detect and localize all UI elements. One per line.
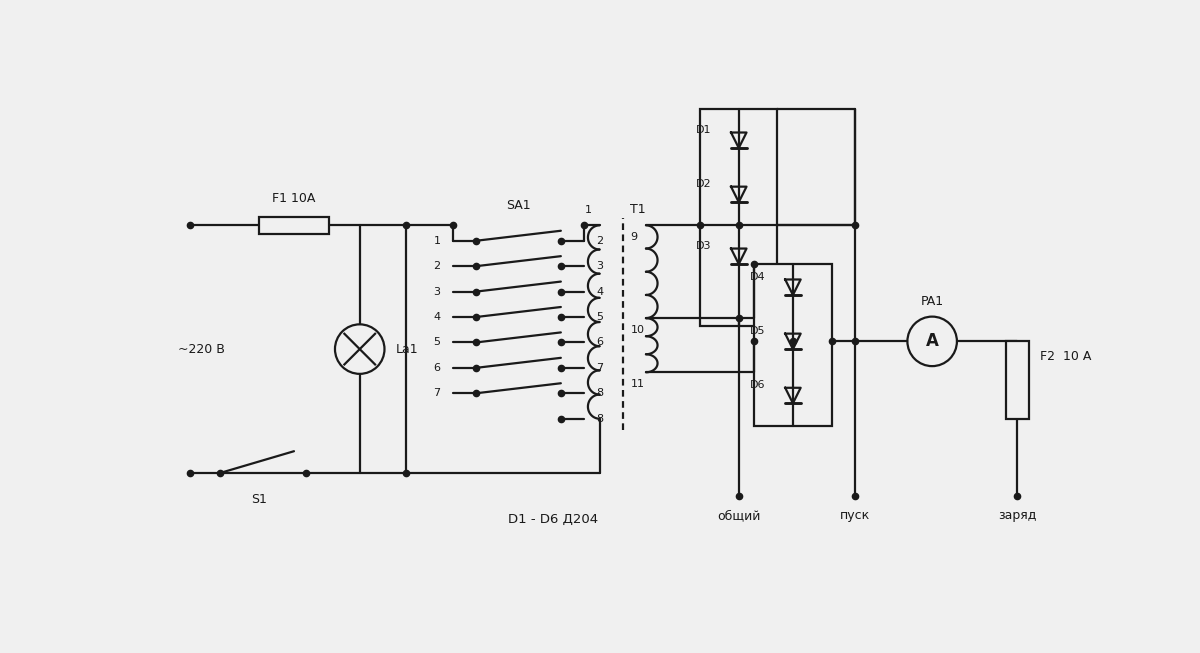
Text: 9: 9 xyxy=(630,232,637,242)
Text: A: A xyxy=(925,332,938,351)
Text: заряд: заряд xyxy=(998,509,1037,522)
Circle shape xyxy=(907,317,956,366)
Bar xyxy=(1006,342,1028,419)
Text: 7: 7 xyxy=(433,389,440,398)
Text: 3: 3 xyxy=(596,261,604,271)
Text: 8: 8 xyxy=(596,414,604,424)
Text: PA1: PA1 xyxy=(920,295,943,308)
Text: 11: 11 xyxy=(630,379,644,389)
Circle shape xyxy=(335,325,384,374)
Text: 4: 4 xyxy=(596,287,604,296)
Text: 10: 10 xyxy=(630,325,644,335)
Text: D3: D3 xyxy=(696,241,712,251)
Bar xyxy=(700,109,778,326)
Text: F2  10 А: F2 10 А xyxy=(1040,351,1092,363)
Text: общий: общий xyxy=(718,509,761,522)
Text: F1 10А: F1 10А xyxy=(272,192,316,205)
Text: 4: 4 xyxy=(433,312,440,322)
Text: S1: S1 xyxy=(251,494,268,507)
Text: SA1: SA1 xyxy=(506,200,530,212)
Text: 7: 7 xyxy=(596,363,604,373)
Text: D4: D4 xyxy=(750,272,766,282)
Text: D6: D6 xyxy=(750,381,766,390)
Text: D1: D1 xyxy=(696,125,712,135)
Text: D5: D5 xyxy=(750,326,766,336)
Text: 2: 2 xyxy=(433,261,440,271)
Text: D2: D2 xyxy=(696,180,712,189)
Bar xyxy=(259,217,329,234)
Text: пуск: пуск xyxy=(840,509,870,522)
Text: D1 - D6 Д204: D1 - D6 Д204 xyxy=(508,513,598,526)
Text: 2: 2 xyxy=(596,236,604,246)
Text: 1: 1 xyxy=(433,236,440,246)
Text: 5: 5 xyxy=(596,312,604,322)
Text: 3: 3 xyxy=(433,287,440,296)
Text: 6: 6 xyxy=(596,338,604,347)
Text: 6: 6 xyxy=(433,363,440,373)
Text: 1: 1 xyxy=(584,205,592,215)
Bar xyxy=(755,264,832,426)
Text: 5: 5 xyxy=(433,338,440,347)
Text: ~220 В: ~220 В xyxy=(178,343,224,356)
Text: T1: T1 xyxy=(630,203,646,216)
Text: 8: 8 xyxy=(596,389,604,398)
Text: La1: La1 xyxy=(396,343,419,356)
